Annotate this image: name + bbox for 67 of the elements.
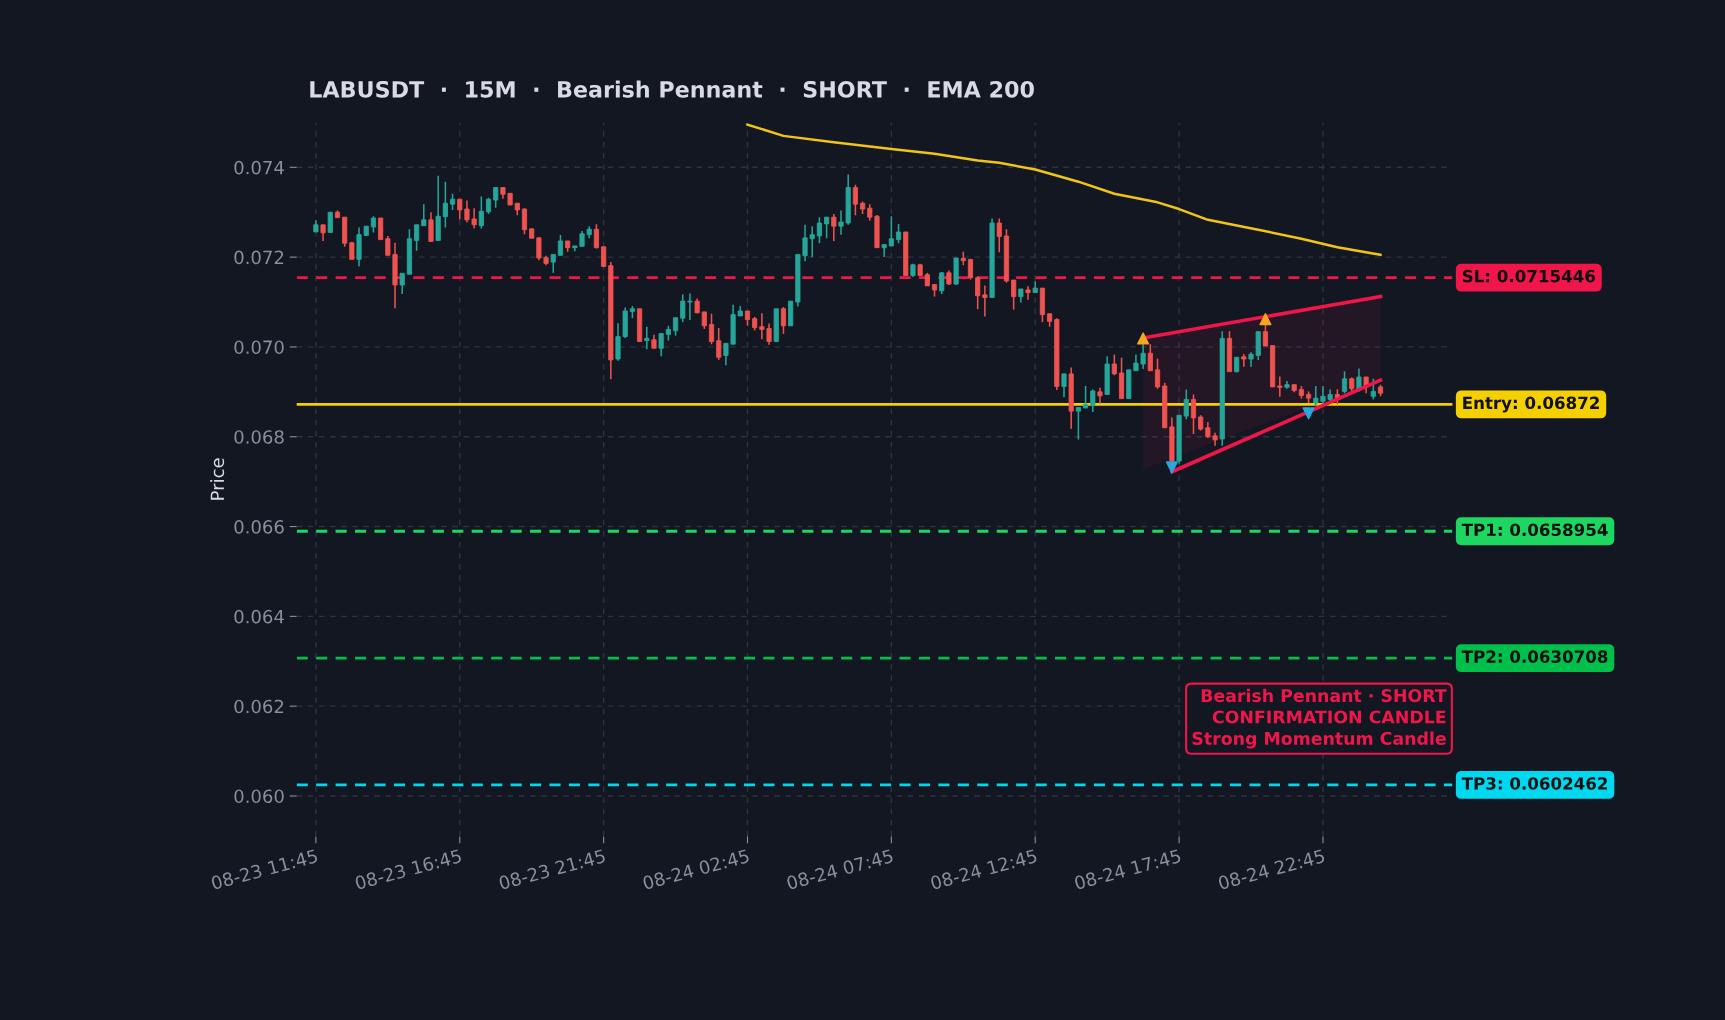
candlestick [881, 243, 887, 258]
x-tick-label: 08-24 02:45 [642, 848, 750, 890]
candlestick [708, 312, 715, 345]
candlestick [601, 246, 607, 268]
annotation: Bearish Pennant · SHORT CONFIRMATION CANDLE Strong Momentum Candle [1192, 688, 1447, 749]
y-tick-label: 0.074 [234, 160, 284, 175]
candlestick [1154, 357, 1161, 390]
candlestick [1025, 285, 1031, 301]
candlestick [780, 306, 787, 335]
candlestick [378, 217, 384, 241]
x-tick-label: 08-24 12:45 [929, 848, 1038, 890]
candlestick [852, 184, 858, 217]
candlestick [824, 216, 830, 240]
candlestick [644, 325, 650, 350]
candlestick [888, 215, 894, 247]
ref-line-label: Entry: 0.06872 [1463, 396, 1599, 413]
candlestick [442, 180, 448, 229]
candlestick [975, 275, 981, 310]
candlestick [831, 213, 837, 242]
y-tick-label: 0.070 [234, 340, 284, 355]
candlestick [996, 217, 1002, 253]
candlestick [716, 327, 722, 361]
candlestick [1277, 375, 1283, 398]
candlestick [399, 272, 405, 295]
candlestick [478, 195, 484, 230]
candlestick [557, 234, 564, 257]
candlestick [1241, 353, 1247, 368]
candlestick [1083, 385, 1089, 409]
ref-line-label: TP2: 0.0630708 [1461, 650, 1608, 663]
candlestick [550, 253, 556, 274]
candlestick [1011, 279, 1017, 311]
y-tick-label: 0.072 [234, 250, 284, 265]
y-axis-title: Price [210, 458, 225, 500]
candlestick [1190, 393, 1197, 435]
candlestick [414, 224, 420, 252]
candlestick [1370, 378, 1376, 401]
x-tick-label: 08-24 22:45 [1217, 848, 1326, 890]
ref-line-label: TP3: 0.0602462 [1461, 777, 1607, 790]
candlestick [1262, 323, 1268, 347]
y-tick-label: 0.060 [234, 789, 284, 804]
candlestick [1061, 373, 1067, 398]
x-tick-label: 08-24 17:45 [1073, 848, 1182, 890]
x-tick-label: 08-23 11:45 [210, 848, 318, 890]
y-tick-label: 0.068 [234, 430, 284, 444]
ref-line-label: TP1: 0.0658954 [1461, 523, 1608, 537]
candlestick [658, 332, 664, 358]
candlestick [982, 284, 988, 318]
y-tick-label: 0.062 [234, 699, 284, 714]
x-tick-label: 08-24 07:45 [786, 848, 894, 890]
candlestick [1341, 370, 1348, 394]
y-tick-label: 0.064 [234, 609, 284, 624]
candlestick [428, 211, 434, 243]
chart-title: LABUSDT · 15M · Bearish Pennant · SHORT · EMA 200 [310, 80, 1034, 98]
ref-line-label: SL: 0.0715446 [1462, 269, 1595, 283]
candlestick [1147, 343, 1153, 372]
candlestick [521, 207, 528, 235]
y-tick-label: 0.066 [234, 520, 284, 534]
candlestick [493, 186, 499, 209]
candlestick [421, 203, 427, 227]
candlestick [593, 223, 600, 250]
x-tick-label: 08-23 16:45 [354, 848, 462, 890]
x-tick-label: 08-23 21:45 [498, 848, 606, 890]
candlestick [816, 216, 822, 244]
candlestick [327, 211, 333, 234]
candlestick [895, 223, 902, 244]
candlestick [967, 258, 974, 281]
candlestick [1075, 406, 1081, 441]
